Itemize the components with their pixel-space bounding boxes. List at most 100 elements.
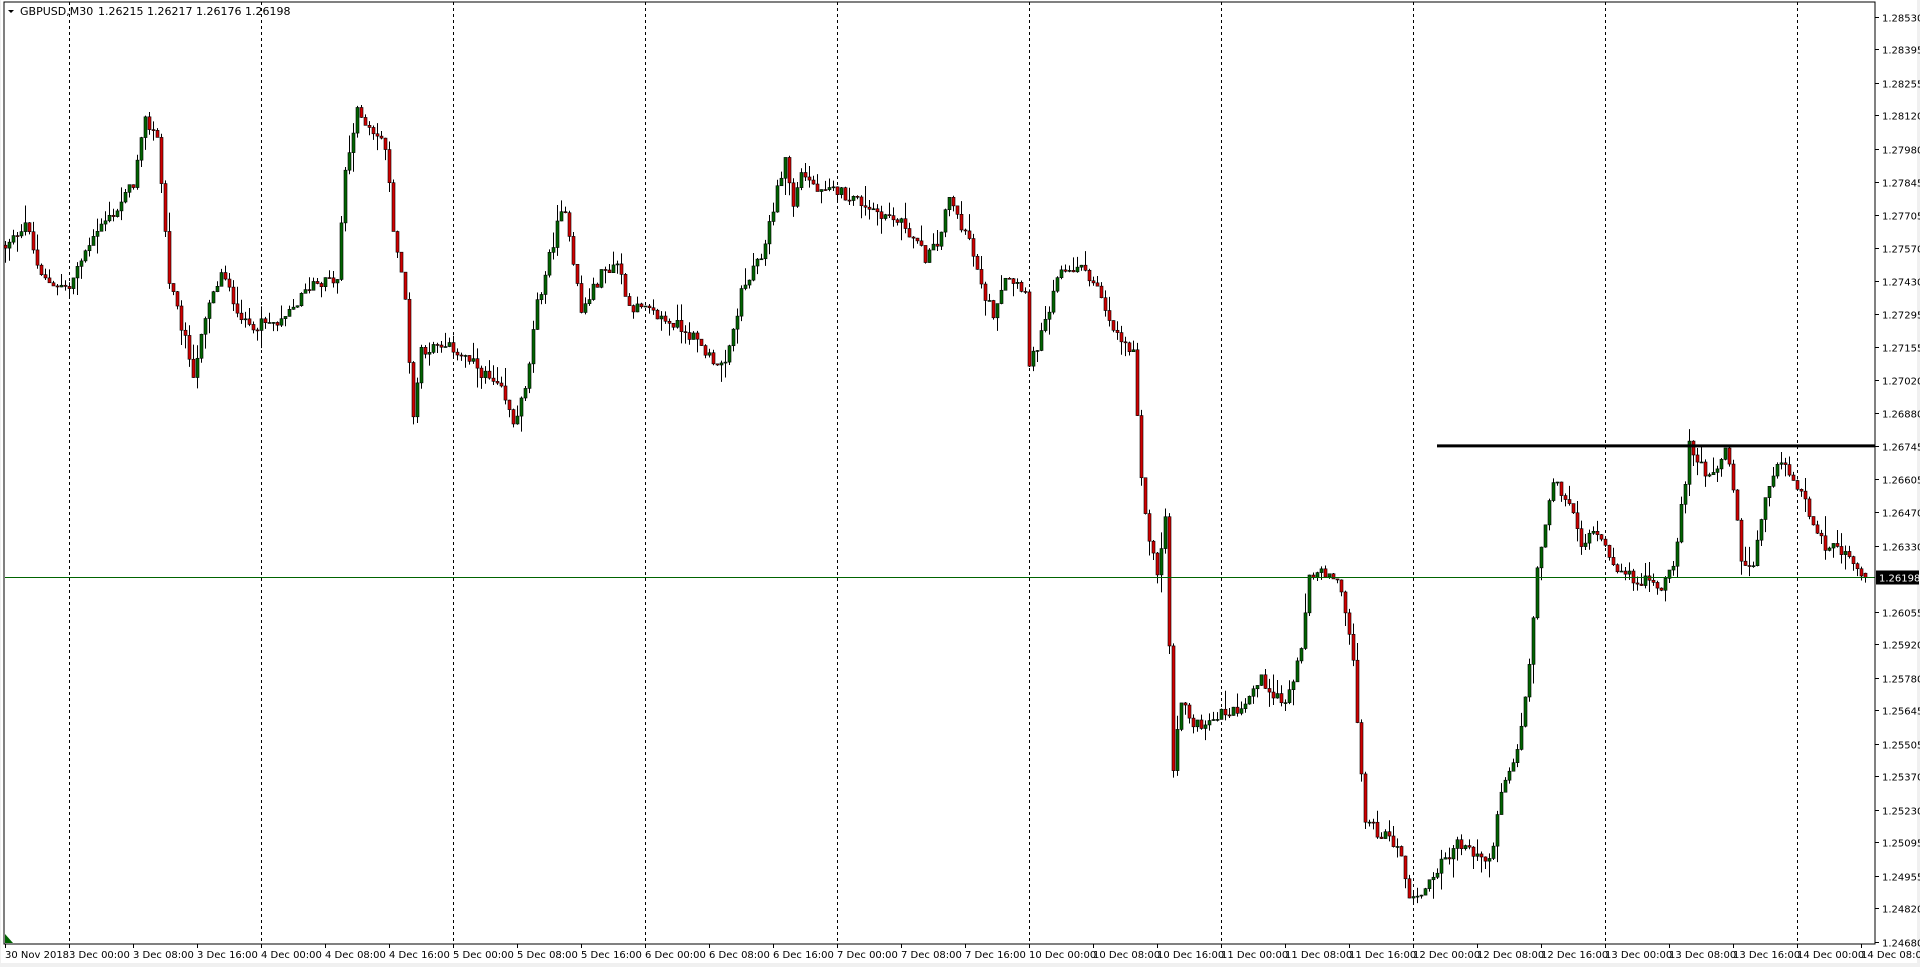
bear-candle [1339,579,1344,593]
bear-candle [923,245,928,263]
bear-candle [1271,691,1276,699]
price-tick-label: 1.26055 [1882,609,1920,620]
bull-candle [243,318,248,321]
bull-candle [987,300,992,302]
bull-candle [195,357,200,378]
bear-candle [823,189,828,191]
bull-candle [535,299,540,330]
price-axis[interactable]: 1.28530 1.28395 1.28255 1.28120 1.27980 1.278… [1875,14,1920,950]
bear-candle [15,235,20,237]
bull-candle [83,250,88,262]
time-tick-label: 4 Dec 08:00 [325,950,386,961]
bear-candle [315,281,320,284]
bull-candle [87,245,92,252]
time-tick-label: 4 Dec 00:00 [261,950,322,961]
bear-candle [387,149,392,184]
bull-candle [1307,574,1312,614]
bull-candle [759,258,764,261]
bear-candle [1655,582,1660,589]
bear-candle [423,347,428,355]
dropdown-triangle-icon[interactable] [8,10,14,13]
bull-candle [1215,719,1220,721]
bull-candle [291,306,296,310]
price-tick-label: 1.26605 [1882,476,1920,487]
bear-candle [1787,464,1792,476]
current-price-label: 1.26198 [1879,574,1920,585]
bear-candle [1807,498,1812,517]
bull-candle [531,329,536,365]
bear-candle [1151,540,1156,554]
bull-candle [1707,474,1712,477]
bull-candle [1411,896,1416,899]
bull-candle [1055,277,1060,292]
bull-candle [1535,567,1540,619]
bear-candle [803,172,808,178]
bear-candle [183,329,188,336]
bull-candle [271,322,276,324]
symbol-header: GBPUSD,M30 [20,5,93,18]
bear-candle [1103,297,1108,311]
bull-candle [1059,269,1064,278]
bull-candle [351,132,356,153]
bull-candle [1075,266,1080,273]
bear-candle [475,358,480,369]
price-tick-label: 1.27980 [1882,146,1920,157]
bear-candle [1379,836,1384,839]
bear-candle [679,320,684,332]
bull-candle [767,221,772,245]
bear-candle [55,285,60,288]
bear-candle [663,315,668,322]
bear-candle [27,222,32,233]
bear-candle [1559,481,1564,496]
bull-candle [1687,440,1692,485]
bear-candle [1227,714,1232,717]
bear-candle [951,197,956,207]
bull-candle [311,281,316,291]
bull-candle [1079,264,1084,268]
time-axis[interactable]: 30 Nov 2018 3 Dec 00:00 3 Dec 08:00 3 Dec 1… [5,944,1920,961]
bull-candle [1195,719,1200,728]
time-tick-label: 30 Nov 2018 [5,950,69,961]
bear-candle [1847,551,1852,557]
bull-candle [335,279,340,284]
bear-candle [1471,846,1476,857]
bull-candle [1507,770,1512,781]
bull-candle [203,318,208,335]
price-tick-label: 1.27705 [1882,212,1920,223]
bull-candle [643,305,648,308]
time-tick-label: 3 Dec 16:00 [197,950,258,961]
bear-candle [1139,415,1144,479]
overlays [5,444,1875,578]
bull-candle [1443,857,1448,860]
price-tick-label: 1.27430 [1882,278,1920,289]
bear-candle [1819,532,1824,537]
bull-candle [115,210,120,217]
bull-candle [1683,484,1688,505]
bear-candle [1607,544,1612,558]
bear-candle [683,331,688,333]
bull-candle [1519,725,1524,750]
bear-candle [1375,821,1380,838]
bull-candle [1503,779,1508,793]
bear-candle [1783,462,1788,465]
bear-candle [491,377,496,382]
chart-shift-marker-icon[interactable] [5,934,13,943]
bull-candle [1583,542,1588,547]
bear-candle [151,129,156,131]
bear-candle [1171,645,1176,771]
bear-candle [1811,516,1816,526]
bull-candle [1723,447,1728,460]
price-tick-label: 1.27155 [1882,344,1920,355]
bull-candle [747,279,752,286]
bear-candle [791,182,796,207]
bull-candle [1275,693,1280,699]
bull-candle [1299,648,1304,662]
bull-candle [539,294,544,300]
bear-candle [1167,516,1172,647]
bull-candle [1159,548,1164,576]
bear-candle [35,249,40,266]
bear-candle [703,345,708,356]
bull-candle [1699,461,1704,464]
bear-candle [655,309,660,320]
